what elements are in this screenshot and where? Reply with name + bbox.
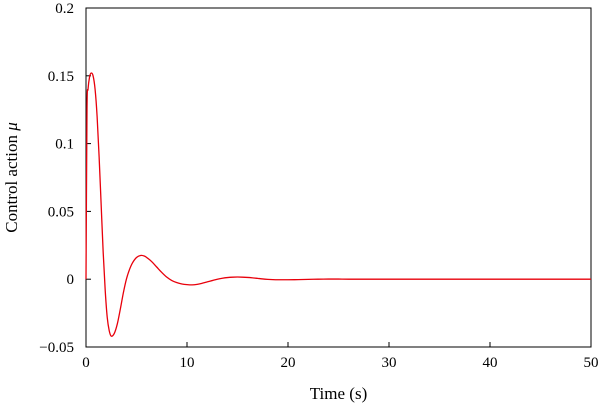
- y-tick-label: 0: [67, 272, 75, 288]
- control-action-line: [85, 72, 591, 337]
- y-axis-title-symbol: μ: [2, 122, 21, 132]
- y-tick-label: 0.05: [48, 204, 74, 220]
- y-axis-ticks: −0.05 0 0.05 0.1 0.15 0.2: [39, 1, 91, 356]
- y-tick-label: 0.2: [55, 1, 74, 17]
- y-tick-label: 0.1: [55, 137, 74, 153]
- y-axis-title: Control action μ: [2, 122, 21, 233]
- x-tick-label: 30: [382, 355, 397, 371]
- x-tick-label: 40: [483, 355, 498, 371]
- x-tick-label: 20: [281, 355, 296, 371]
- y-tick-label: 0.15: [48, 69, 74, 85]
- y-axis-title-text: Control action: [2, 131, 21, 233]
- x-tick-label: 0: [82, 355, 90, 371]
- x-tick-label: 10: [180, 355, 195, 371]
- plot-frame: [85, 7, 592, 348]
- y-tick-label: −0.05: [39, 340, 74, 356]
- x-axis-ticks: 0 10 20 30 40 50: [82, 342, 599, 371]
- x-tick-label: 50: [584, 355, 599, 371]
- x-axis-title: Time (s): [310, 384, 367, 403]
